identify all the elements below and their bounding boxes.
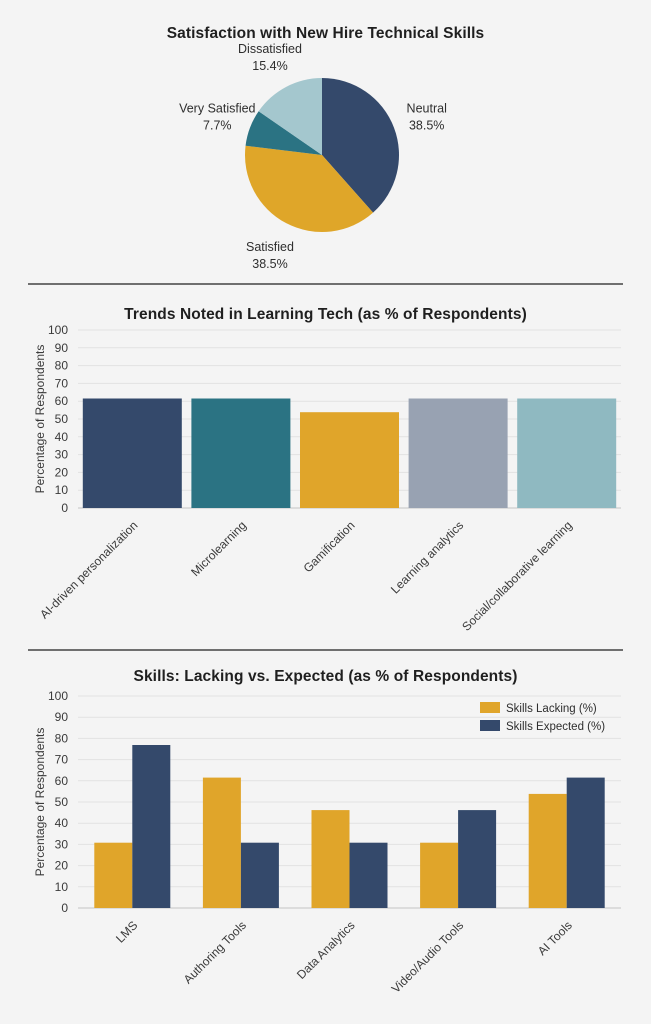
y-tick-label: 90 bbox=[55, 341, 69, 355]
y-tick-label: 100 bbox=[48, 689, 68, 703]
y-tick-label: 40 bbox=[55, 816, 69, 830]
y-tick-label: 60 bbox=[55, 774, 69, 788]
pie-slice-label-satisfied: Satisfied 38.5% bbox=[246, 240, 294, 271]
bar-video-audio-tools-skills-expected bbox=[458, 810, 497, 908]
y-tick-label: 70 bbox=[55, 753, 69, 767]
y-tick-label: 30 bbox=[55, 448, 69, 462]
legend-swatch-skills-lacking bbox=[480, 702, 500, 713]
legend-label-skills-lacking: Skills Lacking (%) bbox=[506, 703, 597, 715]
skills-grouped-bar-chart: 0 10 20 30 40 50 60 70 80 90 100 Percentage of Resp… bbox=[33, 689, 621, 996]
bar-authoring-tools-skills-lacking bbox=[202, 777, 241, 908]
bar-lms-skills-expected bbox=[132, 745, 171, 908]
y-tick-label: 70 bbox=[55, 376, 69, 390]
trends-bar-chart-title: Trends Noted in Learning Tech (as % of R… bbox=[124, 306, 527, 323]
bar-data-analytics-skills-lacking bbox=[311, 810, 350, 908]
section-divider bbox=[28, 283, 623, 285]
y-tick-label: 100 bbox=[48, 324, 68, 337]
y-tick-label: 20 bbox=[55, 465, 69, 479]
y-tick-label: 50 bbox=[55, 795, 69, 809]
bar-ai-driven-personalization bbox=[82, 398, 182, 508]
bar-gamification bbox=[300, 412, 399, 508]
trends-bar-chart-section: Trends Noted in Learning Tech (as % of R… bbox=[0, 285, 651, 649]
y-tick-label: 10 bbox=[55, 880, 69, 894]
x-tick-label-lms: LMS bbox=[113, 918, 140, 945]
x-tick-label-social-collaborative-learning: Social/collaborative learning bbox=[459, 518, 575, 634]
bar-ai-tools-skills-expected bbox=[566, 777, 605, 908]
x-tick-label-gamification: Gamification bbox=[301, 518, 358, 575]
x-tick-label-ai-driven-personalization: AI-driven personalization bbox=[37, 518, 140, 621]
y-tick-label: 80 bbox=[55, 359, 69, 373]
x-tick-label-ai-tools: AI Tools bbox=[535, 918, 575, 958]
x-tick-label-microlearning: Microlearning bbox=[188, 518, 249, 579]
y-axis-label: Percentage of Respondents bbox=[33, 728, 47, 877]
y-tick-label: 40 bbox=[55, 430, 69, 444]
pie-slice-satisfied bbox=[244, 145, 374, 233]
pie-chart-section: Satisfaction with New Hire Technical Ski… bbox=[0, 0, 651, 283]
skills-grouped-bar-chart-title: Skills: Lacking vs. Expected (as % of Re… bbox=[133, 668, 518, 685]
pie-chart: Neutral 38.5% Satisfied 38.5% Very Satisfied… bbox=[179, 43, 447, 271]
bar-data-analytics-skills-expected bbox=[349, 842, 388, 908]
pie-slice-very-satisfied bbox=[245, 111, 322, 155]
pie-chart-title: Satisfaction with New Hire Technical Ski… bbox=[166, 25, 485, 42]
bar-social-collaborative-learning bbox=[517, 398, 617, 508]
bar-ai-tools-skills-lacking bbox=[528, 793, 567, 908]
y-tick-label: 20 bbox=[55, 859, 69, 873]
bar-authoring-tools-skills-expected bbox=[240, 842, 279, 908]
pie-slice-label-very-satisfied: Very Satisfied 7.7% bbox=[179, 101, 255, 132]
pie-slice-label-dissatisfied: Dissatisfied 15.4% bbox=[238, 43, 302, 73]
y-tick-label: 50 bbox=[55, 412, 69, 426]
y-tick-label: 10 bbox=[55, 483, 69, 497]
legend-label-skills-expected: Skills Expected (%) bbox=[506, 721, 605, 733]
x-tick-label-learning-analytics: Learning analytics bbox=[388, 518, 466, 596]
bar-lms-skills-lacking bbox=[94, 842, 133, 908]
skills-grouped-bar-chart-section: Skills: Lacking vs. Expected (as % of Re… bbox=[0, 651, 651, 1024]
bar-video-audio-tools-skills-lacking bbox=[420, 842, 459, 908]
y-tick-label: 30 bbox=[55, 837, 69, 851]
section-divider bbox=[28, 649, 623, 651]
y-tick-label: 0 bbox=[61, 901, 68, 915]
x-tick-label-authoring-tools: Authoring Tools bbox=[181, 918, 249, 986]
bar-learning-analytics bbox=[408, 398, 508, 508]
pie-slice-dissatisfied bbox=[258, 78, 322, 155]
legend-swatch-skills-expected bbox=[480, 720, 500, 731]
pie-slice-label-neutral: Neutral 38.5% bbox=[407, 101, 447, 132]
x-tick-label-data-analytics: Data Analytics bbox=[294, 918, 358, 982]
y-axis-label: Percentage of Respondents bbox=[33, 345, 47, 494]
y-tick-label: 0 bbox=[61, 501, 68, 515]
y-tick-label: 80 bbox=[55, 731, 69, 745]
bar-microlearning bbox=[191, 398, 291, 508]
y-tick-label: 60 bbox=[55, 394, 69, 408]
y-tick-label: 90 bbox=[55, 710, 69, 724]
pie-slice-neutral bbox=[322, 78, 400, 213]
x-tick-label-video-audio-tools: Video/Audio Tools bbox=[389, 918, 467, 996]
